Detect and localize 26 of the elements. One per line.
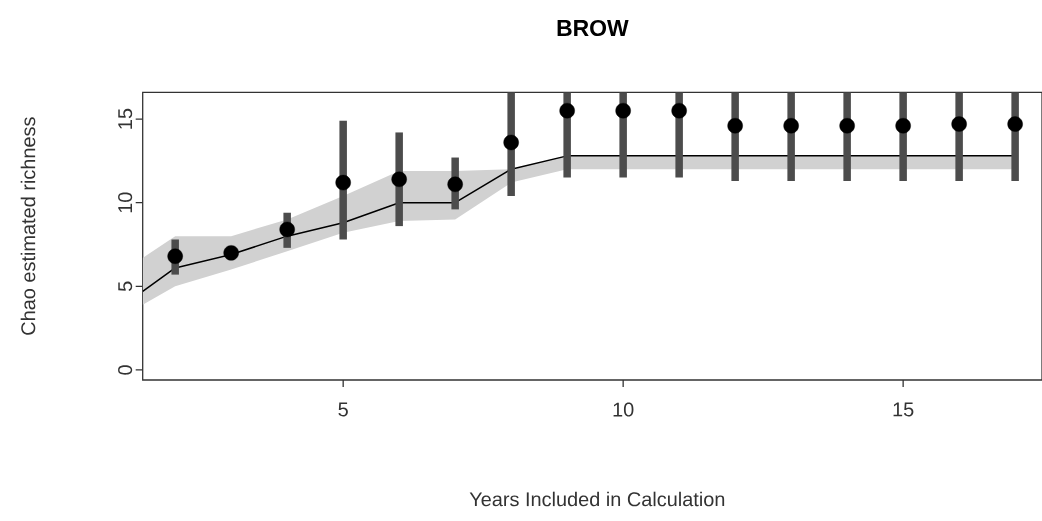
point: [671, 103, 687, 119]
point: [727, 118, 743, 134]
y-tick-label: 10: [118, 192, 133, 213]
point: [503, 134, 519, 151]
point: [1007, 116, 1023, 132]
point: [447, 176, 463, 192]
point: [279, 221, 295, 238]
point: [391, 171, 407, 187]
x-axis-title: Years Included in Calculation: [469, 491, 725, 507]
point: [335, 174, 351, 191]
x-tick-label: 10: [613, 402, 634, 417]
point: [839, 118, 855, 134]
y-tick-label: 15: [118, 108, 133, 129]
point: [223, 245, 239, 261]
point: [167, 248, 183, 264]
chart-title: BROW: [557, 19, 629, 37]
point: [615, 103, 631, 119]
point: [951, 116, 967, 132]
y-tick-label: 5: [118, 281, 133, 292]
point: [895, 118, 911, 134]
point: [559, 103, 575, 119]
point: [783, 118, 799, 134]
y-axis-title: Chao estimated richness: [20, 117, 36, 335]
y-tick-label: 0: [118, 365, 133, 375]
x-tick-label: 5: [338, 402, 348, 417]
x-tick-label: 15: [893, 402, 914, 417]
